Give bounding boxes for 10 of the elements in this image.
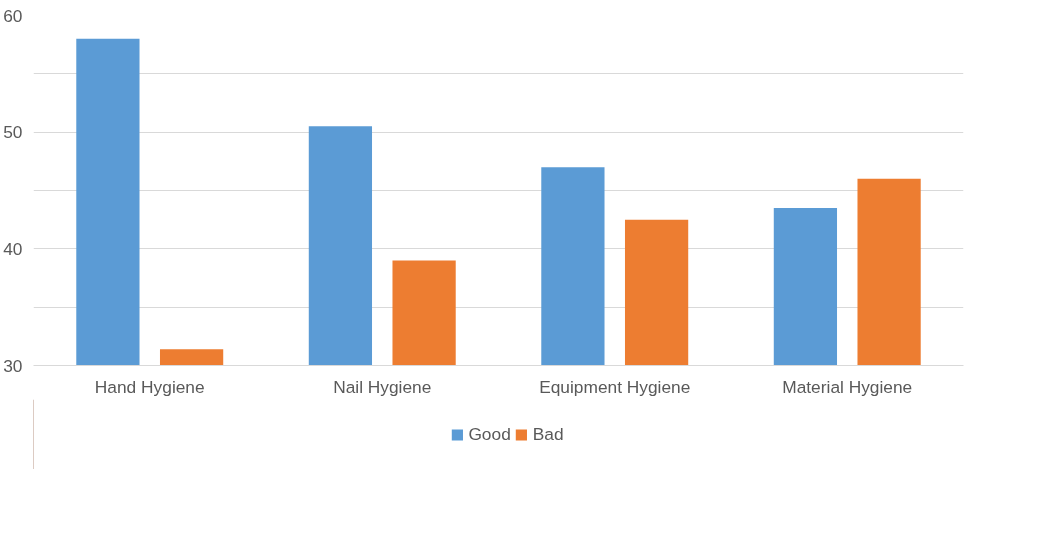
- y-tick-label: 30: [3, 355, 23, 376]
- y-tick-label: 50: [3, 122, 23, 143]
- x-tick-label: Material Hygiene: [782, 376, 913, 397]
- x-tick-label: Equipment Hygiene: [539, 376, 691, 397]
- x-tick-label: Nail Hygiene: [333, 376, 432, 397]
- y-tick-label: 60: [3, 5, 23, 26]
- y-tick-label: 40: [3, 238, 23, 259]
- legend-label: Good: [468, 423, 511, 445]
- legend-label: Bad: [532, 423, 564, 445]
- x-tick-label: Hand Hygiene: [94, 376, 205, 397]
